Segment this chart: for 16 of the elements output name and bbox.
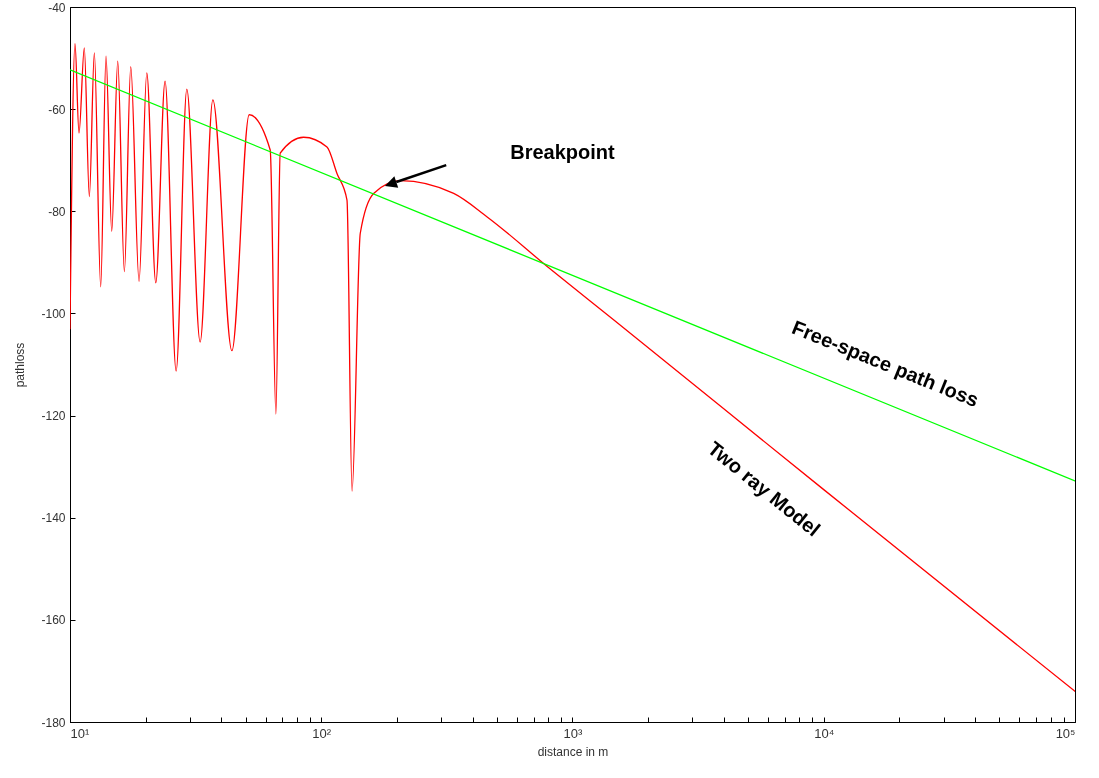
x-tick-label: 10¹ xyxy=(70,725,90,741)
y-tick-label: -80 xyxy=(48,204,66,219)
y-axis-title: pathloss xyxy=(13,342,28,388)
y-tick-label: -160 xyxy=(41,613,66,628)
x-tick-label: 10⁵ xyxy=(1055,725,1076,741)
annotation: Breakpoint xyxy=(510,140,616,163)
y-tick-label: -120 xyxy=(41,409,66,424)
y-tick-label: -180 xyxy=(41,715,66,730)
y-tick-label: -100 xyxy=(41,306,66,321)
x-tick-label: 10² xyxy=(312,725,332,741)
y-tick-label: -60 xyxy=(48,102,66,117)
x-axis-title: distance in m xyxy=(537,744,609,759)
y-tick-label: -140 xyxy=(41,511,66,526)
x-tick-label: 10⁴ xyxy=(814,725,835,741)
y-tick-label: -40 xyxy=(48,0,66,15)
x-tick-label: 10³ xyxy=(563,725,584,741)
